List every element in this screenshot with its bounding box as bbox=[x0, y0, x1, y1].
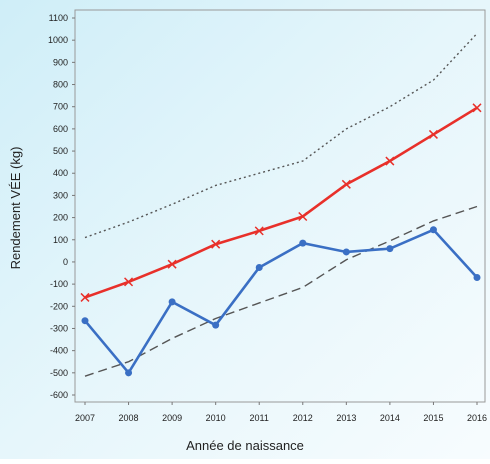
x-tick-label: 2014 bbox=[380, 413, 400, 423]
plot-frame bbox=[74, 9, 486, 403]
y-tick-label: 600 bbox=[53, 124, 68, 134]
x-tick-label: 2016 bbox=[467, 413, 487, 423]
point bbox=[299, 239, 307, 247]
y-tick-label: -500 bbox=[50, 368, 68, 378]
point bbox=[342, 248, 350, 256]
y-axis-label: Rendement VÉE (kg) bbox=[8, 147, 23, 270]
x-tick-label: 2009 bbox=[162, 413, 182, 423]
y-tick-label: 0 bbox=[63, 257, 68, 267]
point bbox=[386, 245, 394, 253]
y-tick-label: -400 bbox=[50, 346, 68, 356]
y-tick-label: -200 bbox=[50, 301, 68, 311]
point bbox=[81, 317, 89, 325]
x-tick-label: 2011 bbox=[250, 413, 269, 423]
y-tick-label: 300 bbox=[53, 190, 68, 200]
x-tick-label: 2015 bbox=[423, 413, 443, 423]
point bbox=[211, 239, 221, 249]
y-tick-label: 100 bbox=[53, 235, 68, 245]
point bbox=[298, 211, 308, 222]
x-tick-label: 2008 bbox=[119, 413, 139, 423]
point bbox=[255, 263, 263, 271]
point bbox=[341, 179, 351, 189]
y-tick-label: -100 bbox=[50, 279, 68, 289]
y-tick-label: 1000 bbox=[48, 35, 68, 45]
series-line bbox=[84, 228, 478, 376]
x-tick-label: 2007 bbox=[75, 413, 95, 423]
point bbox=[125, 369, 133, 377]
point bbox=[168, 298, 176, 306]
x-tick-label: 2012 bbox=[293, 413, 313, 423]
point bbox=[80, 292, 90, 302]
point bbox=[212, 321, 220, 329]
y-tick-label: -300 bbox=[50, 323, 68, 333]
y-tick-label: -600 bbox=[50, 390, 68, 400]
y-tick-label: 500 bbox=[53, 146, 68, 156]
y-tick-label: 1100 bbox=[49, 13, 68, 23]
point bbox=[254, 226, 264, 236]
point bbox=[124, 277, 134, 287]
point bbox=[473, 273, 481, 281]
y-tick-label: 400 bbox=[53, 168, 68, 178]
point bbox=[167, 259, 177, 269]
point bbox=[429, 226, 437, 234]
point bbox=[472, 103, 482, 113]
x-tick-label: 2013 bbox=[336, 413, 356, 423]
point bbox=[428, 129, 438, 139]
y-tick-label: 200 bbox=[53, 213, 68, 223]
series-line bbox=[84, 205, 478, 377]
x-axis-label: Année de naissance bbox=[186, 438, 304, 453]
series-line bbox=[84, 106, 478, 299]
y-tick-label: 900 bbox=[53, 57, 68, 67]
point bbox=[385, 156, 395, 166]
x-tick-label: 2010 bbox=[206, 413, 226, 423]
y-tick-label: 800 bbox=[53, 80, 68, 90]
y-tick-label: 700 bbox=[53, 102, 68, 112]
